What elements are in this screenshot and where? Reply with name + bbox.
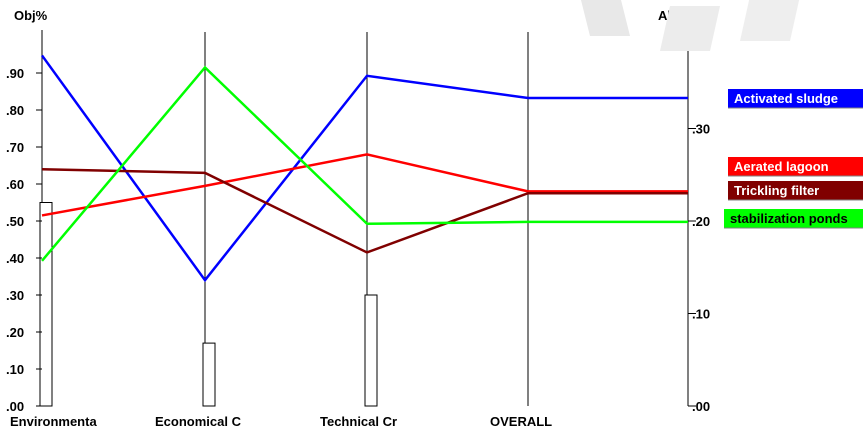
legend-swatch-1 (728, 89, 863, 108)
left-tick-label: .10 (6, 362, 24, 377)
right-axis-title: Alt% (658, 8, 687, 23)
right-tick-label: .30 (692, 122, 710, 137)
x-axis-label: Economical C (155, 414, 242, 429)
legend[interactable]: Activated sludge Aerated lagoon Trickling … (724, 89, 863, 229)
series-line-1 (40, 54, 688, 283)
weight-bar-1 (39, 202, 53, 407)
x-axis-labels: Environmenta Economical C Technical Cr OVER… (10, 414, 552, 429)
left-tick-label: .20 (6, 325, 24, 340)
left-tick-label: .80 (6, 103, 24, 118)
right-tick-label: .00 (692, 399, 710, 414)
series-line-3 (41, 167, 688, 254)
left-tick-label: .90 (6, 66, 24, 81)
legend-swatch-4 (724, 209, 863, 228)
objective-weight-bars (39, 202, 378, 407)
legend-label-2: Aerated lagoon (734, 159, 829, 174)
left-tick-label: .60 (6, 177, 24, 192)
x-axis-label: Technical Cr (320, 414, 397, 429)
legend-swatch-2 (728, 157, 863, 176)
legend-label-1: Activated sludge (734, 91, 838, 106)
right-tick-label: .10 (692, 307, 710, 322)
legend-swatch-3 (728, 181, 863, 200)
legend-label-3: Trickling filter (734, 183, 819, 198)
left-tick-label: .00 (6, 399, 24, 414)
right-axis: Alt% .00 .10 .20 .30 .40 (658, 8, 710, 414)
left-tick-label: .50 (6, 214, 24, 229)
right-tick-label: .20 (692, 214, 710, 229)
left-tick-label: .40 (6, 251, 24, 266)
x-axis-label: Environmenta (10, 414, 97, 429)
left-tick-label: .70 (6, 140, 24, 155)
x-axis-label: OVERALL (490, 414, 552, 429)
series-line-4 (41, 65, 688, 262)
left-axis-title: Obj% (14, 8, 48, 23)
left-tick-label: .30 (6, 288, 24, 303)
series-line-2 (41, 153, 688, 217)
left-axis: Obj% .00 .10 .20 .30 .40 .50 .60 .70 .80 .90 (6, 8, 48, 414)
right-tick-label: .40 (692, 29, 710, 44)
legend-label-4: stabilization ponds (730, 211, 848, 226)
series-lines (40, 54, 688, 283)
weight-bar-2 (202, 342, 216, 407)
weight-bar-3 (364, 294, 378, 407)
